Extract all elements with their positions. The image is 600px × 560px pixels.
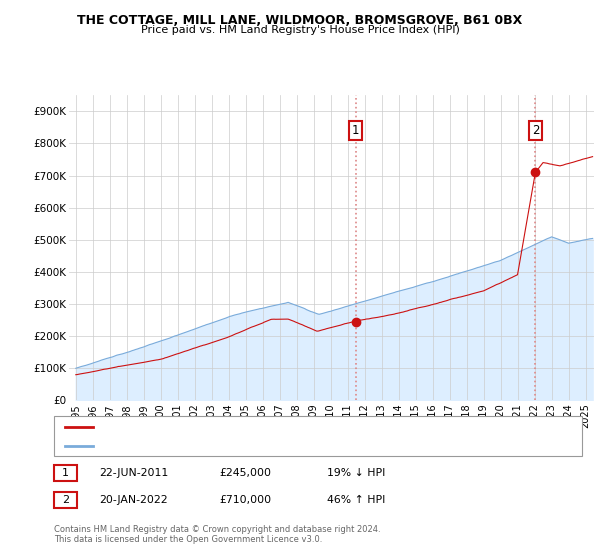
Text: Contains HM Land Registry data © Crown copyright and database right 2024.
This d: Contains HM Land Registry data © Crown c… <box>54 525 380 544</box>
Text: THE COTTAGE, MILL LANE, WILDMOOR, BROMSGROVE, B61 0BX (detached house): THE COTTAGE, MILL LANE, WILDMOOR, BROMSG… <box>97 423 452 432</box>
Text: 20-JAN-2022: 20-JAN-2022 <box>99 495 167 505</box>
Text: Price paid vs. HM Land Registry's House Price Index (HPI): Price paid vs. HM Land Registry's House … <box>140 25 460 35</box>
Text: HPI: Average price, detached house, Bromsgrove: HPI: Average price, detached house, Brom… <box>97 441 309 450</box>
Text: 22-JUN-2011: 22-JUN-2011 <box>99 468 168 478</box>
Text: 19% ↓ HPI: 19% ↓ HPI <box>327 468 385 478</box>
Text: 1: 1 <box>352 124 359 137</box>
Text: £710,000: £710,000 <box>219 495 271 505</box>
Text: THE COTTAGE, MILL LANE, WILDMOOR, BROMSGROVE, B61 0BX: THE COTTAGE, MILL LANE, WILDMOOR, BROMSG… <box>77 14 523 27</box>
Text: 1: 1 <box>62 468 69 478</box>
Text: 2: 2 <box>62 495 69 505</box>
Text: £245,000: £245,000 <box>219 468 271 478</box>
Text: 2: 2 <box>532 124 539 137</box>
Text: 46% ↑ HPI: 46% ↑ HPI <box>327 495 385 505</box>
